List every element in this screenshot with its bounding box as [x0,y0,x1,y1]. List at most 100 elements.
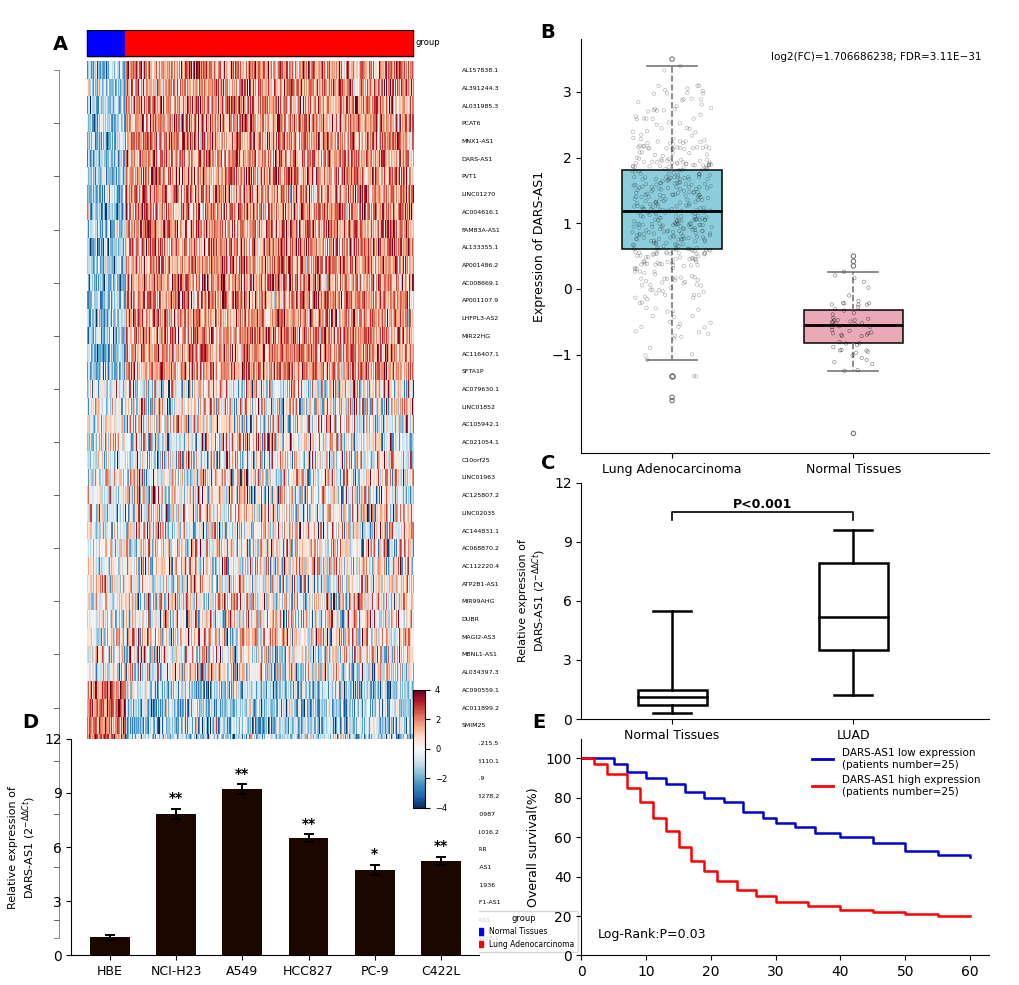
Point [680,198,696,214]
Point [645,246,661,262]
Point [823,314,840,330]
Point [861,319,877,335]
Point [842,313,858,329]
Bar [288,838,328,955]
Point [628,185,644,201]
Point [698,162,714,177]
Point [687,212,703,228]
Point [690,288,706,303]
Point [632,296,648,311]
Point [672,58,688,74]
Point [648,155,664,170]
Point [823,322,840,338]
Point [661,230,678,245]
Point [681,184,697,200]
Point [697,139,713,155]
Point [658,254,675,270]
Bar [90,938,129,955]
Point [686,158,702,173]
Point [671,213,687,229]
Point [825,312,842,328]
Point [634,171,650,187]
Point [630,140,646,156]
Point [824,310,841,326]
Point [655,224,672,239]
Point [633,189,649,205]
Point [673,270,689,286]
Point [627,290,643,305]
Point [636,265,652,281]
Point [660,170,677,186]
Text: E: E [532,713,545,732]
Bar [355,870,394,955]
Point [647,257,663,273]
Point [674,163,690,178]
Point [685,368,701,384]
Point [666,270,683,286]
Point [672,115,688,131]
Point [682,220,698,235]
Point [823,314,840,330]
Point [647,194,663,210]
Point [636,289,652,304]
Point [654,188,671,204]
Point [643,219,659,234]
Point [629,248,645,264]
Point [684,158,700,173]
Point [647,206,663,222]
Point [627,164,643,179]
Point [632,208,648,224]
Point [855,274,871,290]
Point [696,212,712,228]
Point [669,185,686,201]
Point [693,162,709,177]
Point [652,152,668,167]
Point [684,250,700,266]
Point [700,157,716,172]
Point [651,203,667,219]
Point [634,217,650,232]
Point [846,316,862,332]
Point [656,83,673,99]
Point [833,328,849,344]
Point [687,212,703,228]
Point [651,216,667,231]
Point [625,214,641,230]
Point [665,331,682,347]
Point [658,153,675,168]
PathPatch shape [622,170,721,249]
Point [649,134,665,150]
Point [694,230,710,245]
Point [686,222,702,237]
Bar [818,563,887,650]
Point [863,357,879,372]
Point [643,154,659,169]
Point [675,221,691,236]
Point [672,171,688,187]
Point [698,210,714,226]
Point [647,300,663,316]
Point [647,244,663,260]
Point [644,282,660,297]
Point [664,164,681,180]
Point [694,224,710,239]
Point [687,252,703,268]
Point [625,241,641,257]
Point [698,152,714,167]
Point [651,159,667,174]
Point [637,273,653,289]
Point [857,343,873,359]
Point [654,284,671,299]
Point [681,145,697,161]
Point [660,165,677,181]
Point [853,315,869,331]
Point [666,186,683,202]
Point [669,245,686,261]
Bar [637,690,706,705]
Point [833,342,849,358]
Point [647,205,663,221]
Point [692,201,708,217]
Point [650,78,666,94]
Point [631,217,647,232]
Point [845,305,861,321]
